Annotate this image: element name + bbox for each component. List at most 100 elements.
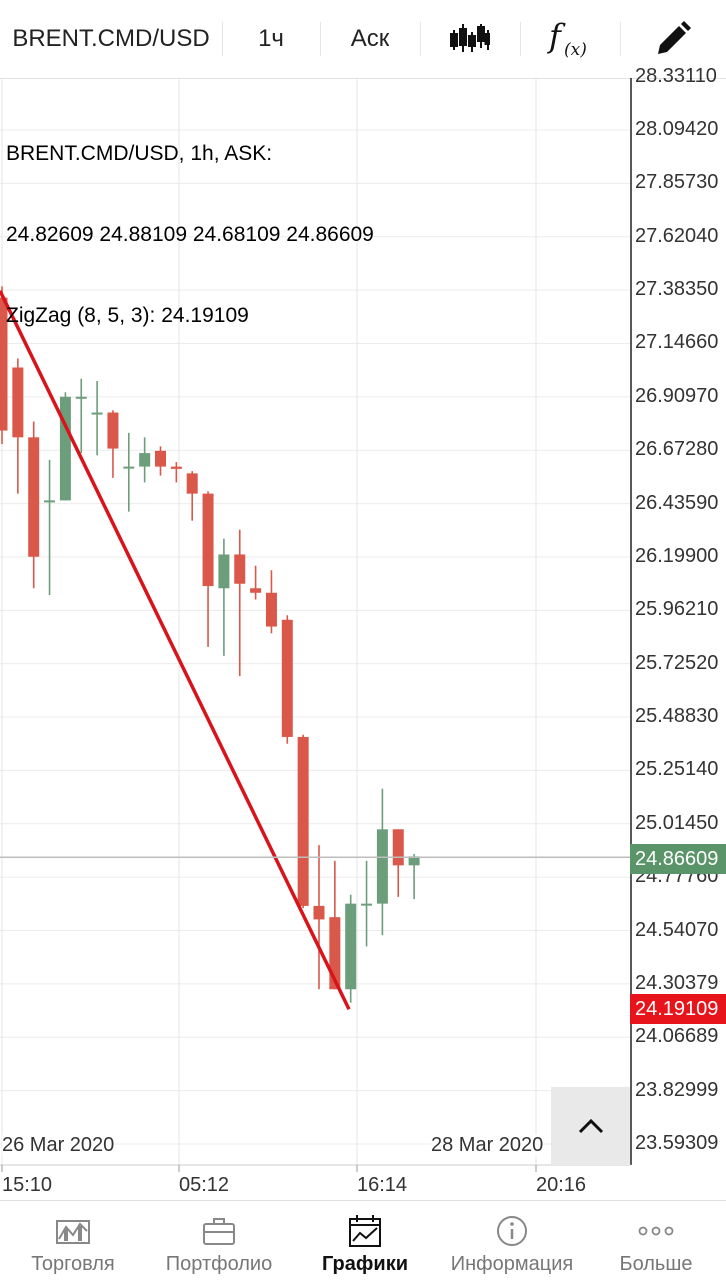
candle [155, 446, 166, 476]
candle-body [392, 829, 404, 866]
candle-body [202, 493, 214, 587]
candle-body [313, 905, 325, 920]
candle [392, 829, 404, 897]
candle [329, 860, 341, 990]
candle-body [155, 450, 166, 467]
candle-body [91, 412, 103, 415]
candle-body [107, 412, 119, 449]
candle [28, 421, 40, 589]
svg-text:(x): (x) [564, 40, 587, 60]
price-axis-label: 26.90970 [635, 384, 719, 407]
price-axis-label: 26.19900 [635, 544, 719, 567]
candle-body [44, 500, 56, 503]
time-label: 05:12 [179, 1174, 230, 1196]
candle-body [265, 592, 277, 627]
symbol-selector[interactable]: BRENT.CMD/USD [0, 0, 222, 78]
pencil-icon [658, 21, 691, 54]
candle [139, 437, 151, 483]
time-label: 16:14 [357, 1174, 408, 1196]
info-zigzag-line: ZigZag (8, 5, 3): 24.19109 [6, 304, 249, 327]
candle [281, 615, 293, 744]
chart-type-button[interactable] [420, 0, 520, 78]
candle [75, 378, 87, 454]
price-type-label: Аск [350, 25, 390, 52]
candle [297, 734, 309, 909]
tab-trading-label: Торговля [31, 1253, 115, 1275]
time-tick-marks [1, 1165, 537, 1172]
timeframe-selector[interactable]: 1ч [222, 0, 320, 78]
toolbar-divider [420, 22, 421, 56]
tab-info-label: Информация [450, 1253, 574, 1275]
zigzag-price-tag: 24.19109 [630, 994, 726, 1025]
timeframe-label: 1ч [258, 25, 284, 52]
price-axis-label: 28.33110 [635, 64, 717, 87]
candle [218, 538, 230, 656]
tab-portfolio[interactable]: Портфолио [146, 1201, 292, 1281]
price-axis-label: 27.85730 [635, 171, 719, 194]
time-label: 15:10 [2, 1174, 53, 1196]
candle-body [186, 473, 198, 494]
candle-body [297, 736, 309, 906]
price-axis-label: 25.25140 [635, 758, 719, 781]
toolbar-divider [520, 22, 521, 56]
price-axis-label: 23.59309 [635, 1132, 719, 1154]
price-axis-label: 23.82999 [635, 1078, 719, 1101]
indicators-button[interactable]: f (x) [520, 0, 620, 78]
candle-body [281, 619, 293, 737]
price-chart[interactable] [0, 78, 726, 1200]
candle-body [250, 588, 262, 593]
price-type-selector[interactable]: Аск [320, 0, 420, 78]
candle [234, 529, 246, 677]
chart-toolbar: BRENT.CMD/USD 1ч Аск f (x) [0, 0, 726, 79]
info-symbol-line: BRENT.CMD/USD, 1h, ASK: [6, 142, 273, 165]
symbol-label: BRENT.CMD/USD [12, 25, 210, 52]
candle-body [139, 453, 151, 467]
tab-charts[interactable]: Графики [292, 1201, 438, 1281]
tab-more-label: Больше [619, 1253, 693, 1275]
candle [12, 358, 24, 494]
candle-body [123, 466, 135, 469]
tab-trading[interactable]: Торговля [0, 1201, 146, 1281]
candle [0, 286, 8, 445]
price-axis-label: 24.54070 [635, 918, 719, 941]
candle [123, 432, 135, 512]
candle [44, 459, 56, 596]
price-axis-label: 27.62040 [635, 224, 719, 247]
candle [345, 894, 357, 1003]
price-axis-label: 28.09420 [635, 118, 719, 140]
chart-info-overlay: BRENT.CMD/USD, 1h, ASK: 24.82609 24.8810… [6, 86, 374, 356]
price-axis-label: 27.14660 [635, 331, 719, 354]
draw-tools-button[interactable] [620, 0, 726, 78]
zigzag-layer [0, 290, 351, 1011]
toolbar-divider [620, 22, 621, 56]
candle-body [361, 903, 373, 906]
candle-body [408, 856, 420, 866]
price-axis-label: 26.67280 [635, 438, 719, 461]
price-axis-label: 25.96210 [635, 598, 719, 621]
info-icon [495, 1211, 529, 1251]
price-axis-label: 25.01450 [635, 811, 719, 834]
candle [202, 491, 214, 647]
price-axis-label: 24.30379 [635, 971, 719, 994]
briefcase-icon [201, 1211, 237, 1251]
candle-body [329, 917, 341, 990]
candle [186, 471, 198, 521]
candle [107, 410, 119, 478]
candle-body [376, 829, 388, 904]
scroll-to-latest-button[interactable] [551, 1087, 630, 1165]
time-label: 20:16 [536, 1174, 587, 1196]
info-ohlc-line: 24.82609 24.88109 24.68109 24.86609 [6, 223, 374, 246]
more-icon [638, 1211, 674, 1251]
candle [250, 565, 262, 600]
tab-charts-label: Графики [321, 1253, 408, 1275]
candle-body [218, 554, 230, 589]
candle-body [345, 903, 357, 990]
tab-more[interactable]: Больше [586, 1201, 726, 1281]
price-axis-label: 25.72520 [635, 651, 719, 674]
candle-body [59, 396, 71, 501]
candle-body [28, 437, 40, 557]
chevron-up-icon [578, 1118, 603, 1134]
candle [376, 788, 388, 936]
toolbar-divider [320, 22, 321, 56]
tab-info[interactable]: Информация [438, 1201, 586, 1281]
